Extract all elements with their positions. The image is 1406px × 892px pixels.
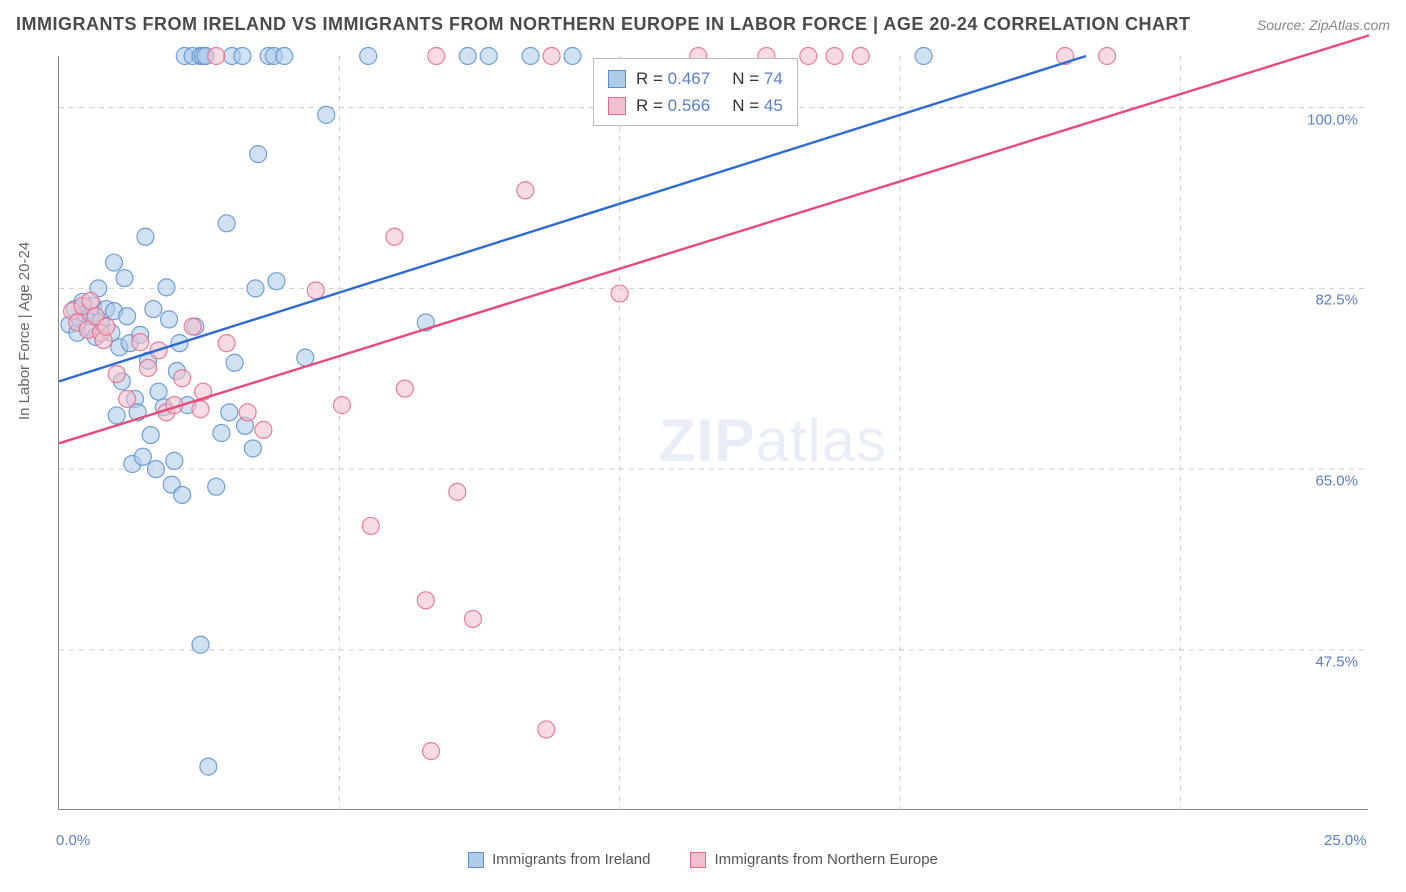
correlation-row-ireland: R = 0.467 N = 74 (608, 65, 783, 92)
chart-title: IMMIGRANTS FROM IRELAND VS IMMIGRANTS FR… (16, 14, 1191, 35)
legend-label-neurope: Immigrants from Northern Europe (714, 851, 937, 868)
series-legend: Immigrants from Ireland Immigrants from … (0, 851, 1406, 868)
correlation-row-neurope: R = 0.566 N = 45 (608, 92, 783, 119)
stat-n: N = 45 (732, 92, 783, 119)
swatch-icon (608, 97, 626, 115)
stat-n: N = 74 (732, 65, 783, 92)
chart-source: Source: ZipAtlas.com (1257, 17, 1390, 33)
swatch-neurope (690, 852, 706, 868)
legend-label-ireland: Immigrants from Ireland (492, 851, 650, 868)
y-tick-label: 65.0% (1315, 473, 1358, 490)
y-tick-label: 82.5% (1315, 292, 1358, 309)
swatch-icon (608, 70, 626, 88)
swatch-ireland (468, 852, 484, 868)
x-tick-label: 25.0% (1324, 832, 1367, 849)
x-tick-label: 0.0% (56, 832, 90, 849)
y-tick-label: 100.0% (1307, 111, 1358, 128)
legend-item-neurope: Immigrants from Northern Europe (690, 851, 937, 868)
legend-item-ireland: Immigrants from Ireland (468, 851, 650, 868)
chart-header: IMMIGRANTS FROM IRELAND VS IMMIGRANTS FR… (16, 14, 1390, 35)
correlation-legend: R = 0.467 N = 74 R = 0.566 N = 45 (593, 58, 798, 126)
chart-svg (59, 56, 1369, 810)
stat-r: R = 0.566 (636, 92, 710, 119)
stat-r: R = 0.467 (636, 65, 710, 92)
plot-area: R = 0.467N = 74R = 0.566N = 45 ZIPatlas (58, 56, 1368, 810)
y-axis-label: In Labor Force | Age 20-24 (16, 242, 33, 420)
y-tick-label: 47.5% (1315, 653, 1358, 670)
